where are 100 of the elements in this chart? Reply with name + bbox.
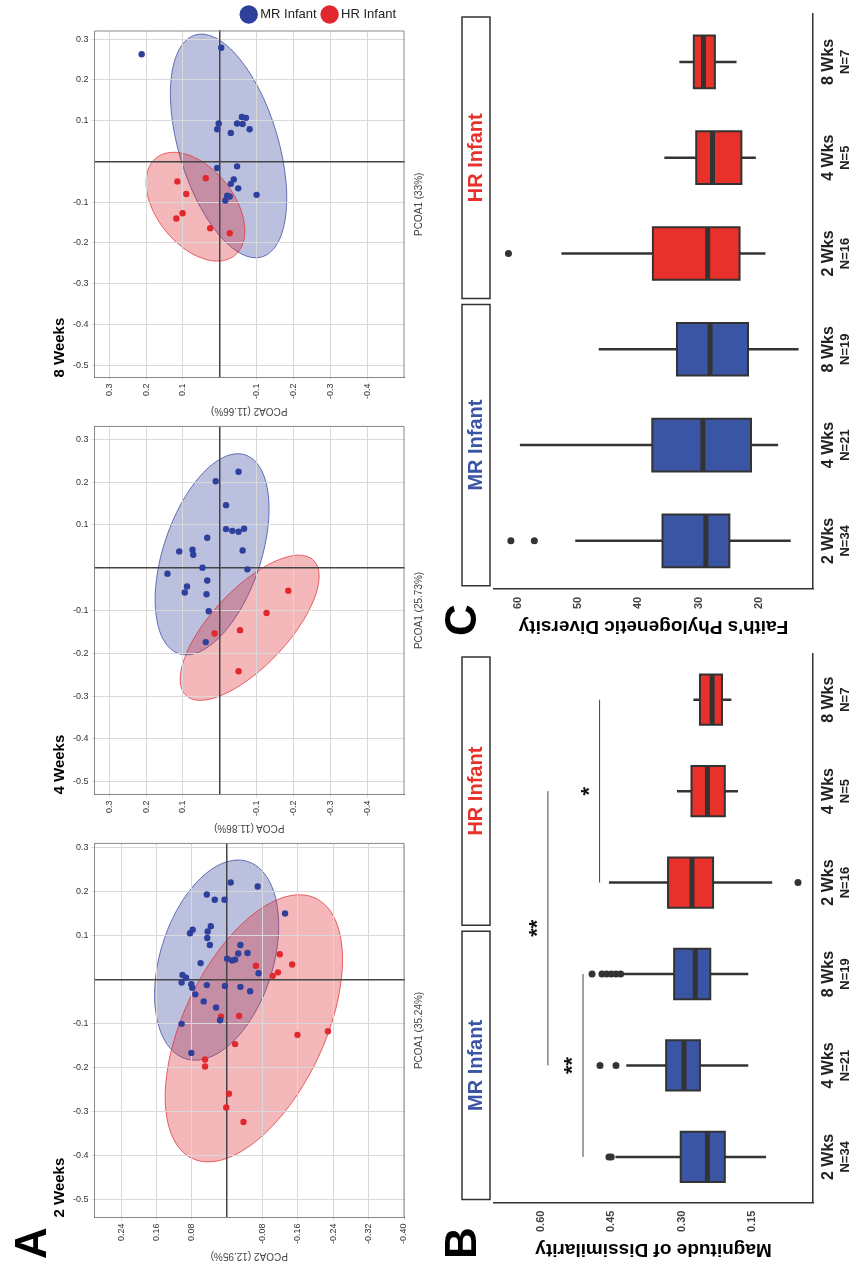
point — [189, 546, 196, 553]
point — [324, 1028, 332, 1035]
point — [200, 998, 207, 1005]
y-tick-label: -0.5 — [72, 776, 89, 787]
point — [281, 910, 289, 917]
x-tick-label: 0.30 — [674, 1210, 687, 1233]
point — [235, 468, 242, 475]
y-tick-label: 4 Wks N=5 — [819, 767, 852, 815]
y-tick-label: 0.2 — [75, 476, 89, 487]
x-tick-label: 50 — [571, 596, 584, 610]
point — [211, 630, 218, 637]
point — [216, 1017, 224, 1024]
x-tick-label: -0.40 — [398, 1223, 409, 1244]
point — [246, 988, 254, 995]
x-tick-label: -0.3 — [324, 383, 335, 400]
point — [255, 970, 262, 977]
point — [186, 929, 194, 937]
y-tick-label: 0.1 — [75, 930, 89, 941]
x-tick-label: 0.2 — [140, 800, 151, 814]
x-axis-title: PCOA2 (12.95%) — [210, 1251, 288, 1263]
point — [227, 879, 234, 886]
point — [263, 609, 270, 617]
x-tick-label: 0.3 — [103, 800, 114, 814]
point — [231, 1040, 239, 1048]
point — [239, 120, 246, 128]
text: MR Infant — [463, 1019, 486, 1111]
point — [174, 178, 181, 185]
y-tick-label: 0.3 — [75, 33, 89, 44]
legend-label: MR Infant — [260, 6, 317, 22]
point — [235, 950, 242, 957]
point — [294, 1031, 301, 1039]
point — [218, 44, 225, 51]
point — [246, 126, 253, 133]
y-tick-label: 0.1 — [75, 519, 89, 530]
annotation: ** — [559, 1056, 584, 1075]
annotation: * — [575, 786, 601, 796]
point — [202, 174, 209, 182]
y-tick-label: -0.2 — [72, 1062, 89, 1073]
point — [288, 961, 296, 968]
x-tick-label: 0.1 — [177, 800, 188, 814]
annotation: ** — [523, 919, 549, 937]
point — [204, 928, 211, 935]
point — [215, 120, 222, 127]
point — [164, 570, 171, 577]
point — [222, 525, 230, 533]
point — [201, 1056, 209, 1063]
point — [240, 525, 248, 532]
point — [221, 896, 228, 903]
point — [225, 1090, 233, 1098]
x-tick-label: 20 — [751, 596, 764, 610]
x-tick-label: -0.3 — [324, 800, 335, 817]
point — [239, 547, 246, 554]
point — [274, 969, 282, 976]
point — [276, 951, 283, 958]
point — [222, 501, 230, 509]
x-tick-label: -0.4 — [361, 800, 372, 817]
x-tick-label: 0.1 — [177, 383, 188, 397]
point — [202, 638, 209, 646]
y-tick-label: 8 Wks N=7 — [819, 676, 852, 723]
text: 2 Weeks — [50, 1157, 67, 1218]
x-tick-label: 0.15 — [745, 1210, 758, 1233]
text: 4 Weeks — [50, 734, 67, 795]
point — [203, 590, 210, 598]
point — [179, 210, 186, 217]
point — [221, 982, 229, 990]
text: HR Infant — [463, 746, 486, 836]
y-tick-label: -0.4 — [72, 733, 89, 744]
point — [201, 1063, 209, 1070]
text: B — [436, 1227, 485, 1259]
y-tick-label: 8 Wks N=19 — [819, 326, 852, 373]
point — [211, 896, 218, 903]
point — [223, 1104, 230, 1111]
y-tick-label: 0.2 — [75, 74, 89, 85]
point — [206, 941, 214, 949]
point — [203, 891, 211, 898]
point — [223, 955, 231, 962]
point — [212, 1004, 220, 1011]
y-axis-title: PCOA1 (25.73%) — [412, 571, 424, 650]
point — [237, 941, 244, 949]
point — [236, 626, 244, 634]
x-tick-label: 30 — [691, 596, 704, 610]
y-tick-label: -0.5 — [72, 359, 89, 370]
y-tick-label: 0.3 — [75, 433, 89, 444]
point — [183, 583, 191, 590]
x-tick-label: 0.45 — [604, 1210, 617, 1233]
point — [240, 1118, 247, 1126]
x-tick-label: -0.16 — [292, 1223, 303, 1244]
point — [269, 972, 276, 980]
legend-label: HR Infant — [341, 6, 397, 22]
x-tick-label: 0.24 — [115, 1223, 126, 1242]
point — [199, 564, 206, 571]
point — [285, 587, 292, 594]
y-tick-label: -0.3 — [72, 1106, 89, 1117]
x-tick-label: 0.16 — [150, 1223, 161, 1242]
y-tick-label: 8 Wks N=7 — [819, 38, 852, 86]
text: A — [6, 1227, 55, 1259]
x-tick-label: 0.3 — [103, 383, 114, 397]
x-tick-label: -0.1 — [251, 383, 262, 400]
y-tick-label: -0.1 — [72, 196, 89, 207]
x-tick-label: -0.24 — [327, 1223, 338, 1244]
